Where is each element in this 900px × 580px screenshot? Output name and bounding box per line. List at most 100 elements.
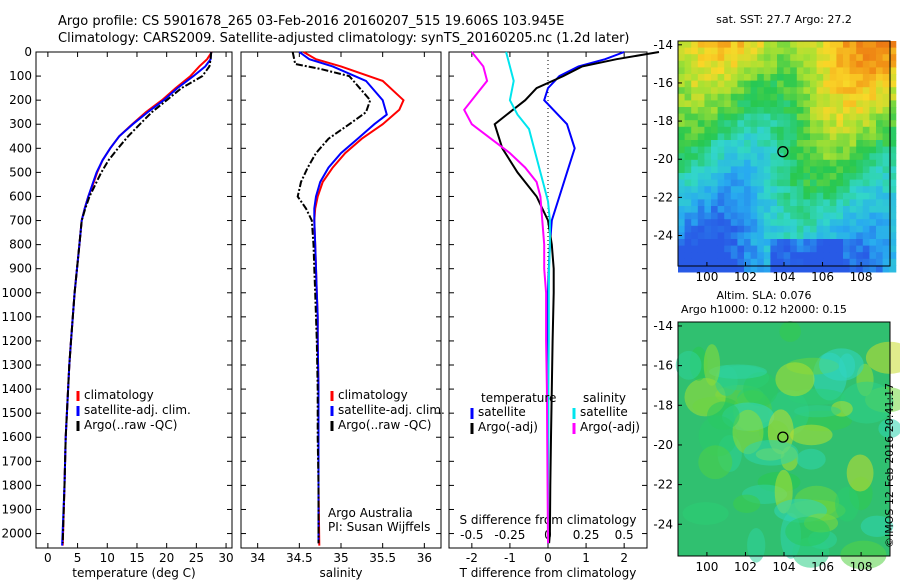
map-title: sat. SST: 27.7 Argo: 27.2 [716, 13, 852, 26]
figure-title-line1: Argo profile: CS 5901678_265 03-Feb-2016… [58, 14, 564, 29]
series-line-satellite-adj-clim- [298, 51, 388, 544]
x-tick-label: 35.5 [369, 551, 396, 565]
legend-label: satellite [580, 405, 628, 419]
y-tick-label: 1200 [1, 334, 32, 348]
temperature-plot-frame [35, 51, 233, 549]
y-tick-label: 900 [9, 262, 32, 276]
salinity-x-axis-label: salinity [319, 566, 362, 580]
legend-label: Argo(..raw -QC) [338, 418, 431, 432]
legend-title-salinity: salinity [583, 391, 626, 405]
x-tick-label: 34.5 [286, 551, 313, 565]
map-y-tick-label: -20 [653, 152, 673, 166]
annotation-text: PI: Susan Wijffels [328, 520, 430, 534]
y-tick-label: 1500 [1, 406, 32, 420]
y-tick-label: 200 [9, 93, 32, 107]
x-tick-label: 36 [417, 551, 432, 565]
series-line-s-satellite [505, 51, 551, 544]
map-x-tick-label: 102 [734, 270, 757, 284]
map-title-line2: Argo h1000: 0.12 h2000: 0.15 [681, 303, 847, 316]
profile-panels: 0100200300400500600700800900100011001200… [1, 45, 660, 580]
y-tick-label: 0 [24, 45, 32, 59]
map-y-tick-label: -18 [653, 398, 673, 412]
legend-label: satellite-adj. clim. [84, 403, 191, 417]
sst-map-color-field [678, 41, 897, 273]
y-tick-label: 100 [9, 69, 32, 83]
x-tick-label: 1 [582, 551, 590, 565]
salinity-panel: 34 34.5 35 35.5 36 salinity climatologysatelli… [240, 51, 445, 580]
map-x-tick-label: 104 [773, 560, 796, 574]
y-tick-label: 1900 [1, 502, 32, 516]
sla-map-panel: 100 102 104 106 108 -14 -16 -18 -20 -22 -24 Altim. … [653, 289, 900, 574]
map-y-tick-label: -22 [653, 478, 673, 492]
map-x-tick-label: 108 [850, 560, 873, 574]
x-tick-label: 2 [620, 551, 628, 565]
y-tick-label: 700 [9, 214, 32, 228]
series-line-argo-raw-qc- [291, 51, 372, 544]
map-x-tick-label: 100 [695, 560, 718, 574]
legend-label: Argo(-adj) [580, 420, 640, 434]
x-tick-label: 5 [74, 551, 82, 565]
y-tick-label: 2000 [1, 527, 32, 541]
argo-float-marker [777, 431, 789, 443]
map-title-line1: Altim. SLA: 0.076 [716, 289, 811, 302]
x-tick-label: 15 [129, 551, 144, 565]
x-tick-label: 35 [333, 551, 348, 565]
s-diff-tick-label: -0.5 [460, 528, 483, 542]
map-x-tick-label: 108 [850, 270, 873, 284]
map-y-tick-label: -24 [653, 228, 673, 242]
x-tick-label: 0 [544, 551, 552, 565]
legend-label: satellite-adj. clim. [338, 403, 445, 417]
y-tick-label: 300 [9, 117, 32, 131]
series-line-argo-raw-qc- [61, 51, 213, 544]
sst-map-panel: 100 102 104 106 108 -14 -16 -18 -20 -22 -24 sat. SS… [653, 13, 897, 284]
sla-map-color-field [675, 321, 900, 570]
difference-x-axis-label: T difference from climatology [459, 566, 637, 580]
y-tick-label: 1800 [1, 478, 32, 492]
legend-label: Argo(..raw -QC) [84, 418, 177, 432]
x-tick-label: 30 [218, 551, 233, 565]
x-tick-label: 10 [100, 551, 115, 565]
legend-label: climatology [84, 388, 154, 402]
argo-float-marker [777, 146, 789, 158]
credit-text: ©IMOS 12-Feb-2016 20:41:17 [883, 383, 896, 548]
map-y-tick-label: -18 [653, 114, 673, 128]
legend-label: Argo(-adj) [478, 420, 538, 434]
x-tick-label: 25 [189, 551, 204, 565]
x-tick-label: 20 [159, 551, 174, 565]
map-x-tick-label: 106 [811, 270, 834, 284]
y-tick-label: 1000 [1, 286, 32, 300]
s-diff-tick-label: 0.5 [615, 528, 634, 542]
legend-label: satellite [478, 405, 526, 419]
y-tick-label: 1400 [1, 382, 32, 396]
s-diff-tick-label: -0.25 [494, 528, 525, 542]
map-panels: 100 102 104 106 108 -14 -16 -18 -20 -22 -24 sat. SS… [653, 13, 900, 574]
y-tick-label: 800 [9, 238, 32, 252]
x-tick-label: 0 [44, 551, 52, 565]
map-x-tick-label: 102 [734, 560, 757, 574]
y-tick-label: 500 [9, 165, 32, 179]
map-x-tick-label: 106 [811, 560, 834, 574]
salinity-plot-frame [240, 51, 442, 549]
legend-label: climatology [338, 388, 408, 402]
x-tick-label: -1 [504, 551, 516, 565]
y-tick-label: 600 [9, 189, 32, 203]
map-y-tick-label: -20 [653, 438, 673, 452]
map-y-tick-label: -16 [653, 76, 673, 90]
x-tick-label: 34 [250, 551, 265, 565]
s-diff-tick-label: 0.25 [573, 528, 600, 542]
map-y-tick-label: -16 [653, 359, 673, 373]
y-tick-label: 1300 [1, 358, 32, 372]
temperature-panel: 0100200300400500600700800900100011001200… [1, 45, 233, 580]
annotation-text: Argo Australia [328, 506, 413, 520]
y-tick-label: 1100 [1, 310, 32, 324]
x-tick-label: -2 [466, 551, 478, 565]
figure-title-line2: Climatology: CARS2009. Satellite-adjuste… [58, 31, 630, 46]
map-y-tick-label: -24 [653, 517, 673, 531]
legend-title-temperature: temperature [481, 391, 556, 405]
map-x-tick-label: 100 [695, 270, 718, 284]
map-y-tick-label: -22 [653, 190, 673, 204]
map-y-tick-label: -14 [653, 38, 673, 52]
map-x-tick-label: 104 [773, 270, 796, 284]
